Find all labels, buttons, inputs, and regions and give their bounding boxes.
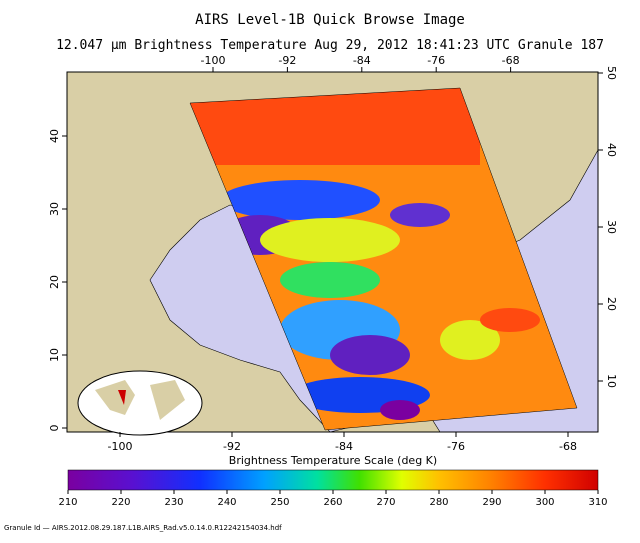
- colorbar-tick-label: 230: [164, 497, 183, 508]
- title: AIRS Level-1B Quick Browse Image: [195, 12, 465, 28]
- lat-tick-label: 30: [48, 202, 61, 216]
- colorbar-tick-label: 240: [217, 497, 236, 508]
- colorbar-tick-label: 310: [588, 497, 607, 508]
- lon-tick-label: -68: [559, 440, 577, 453]
- lat-tick-label: 20: [605, 297, 618, 311]
- lon-tick-label: -84: [335, 440, 353, 453]
- colorbar-tick-label: 270: [376, 497, 395, 508]
- colorbar-tick-label: 210: [58, 497, 77, 508]
- lon-tick-label: -92: [278, 54, 296, 67]
- colorbar: [67, 469, 599, 491]
- lon-tick-label: -100: [201, 54, 226, 67]
- inset-globe: [77, 370, 203, 436]
- colorbar-tick-label: 300: [535, 497, 554, 508]
- colorbar-tick-label: 260: [323, 497, 342, 508]
- colorbar-label: Brightness Temperature Scale (deg K): [229, 454, 437, 467]
- lon-tick-label: -84: [353, 54, 371, 67]
- granule-id: Granule Id — AIRS.2012.08.29.187.L1B.AIR…: [4, 524, 282, 532]
- lat-tick-label: 30: [605, 220, 618, 234]
- subtitle: 12.047 μm Brightness Temperature Aug 29,…: [56, 38, 604, 53]
- colorbar-tick-label: 220: [111, 497, 130, 508]
- lat-tick-label: 0: [48, 425, 61, 432]
- lon-tick-label: -76: [427, 54, 445, 67]
- lat-tick-label: 20: [48, 275, 61, 289]
- colorbar-tick-label: 250: [270, 497, 289, 508]
- lon-tick-label: -92: [223, 440, 241, 453]
- colorbar-tick-label: 280: [429, 497, 448, 508]
- lat-tick-label: 10: [605, 374, 618, 388]
- map: [67, 72, 598, 432]
- lat-tick-label: 40: [605, 143, 618, 157]
- lat-tick-label: 10: [48, 348, 61, 362]
- lon-tick-label: -100: [108, 440, 133, 453]
- lon-tick-label: -76: [447, 440, 465, 453]
- lat-tick-label: 50: [605, 66, 618, 80]
- lon-tick-label: -68: [502, 54, 520, 67]
- lat-tick-label: 40: [48, 129, 61, 143]
- colorbar-tick-label: 290: [482, 497, 501, 508]
- map-frame: [66, 71, 599, 433]
